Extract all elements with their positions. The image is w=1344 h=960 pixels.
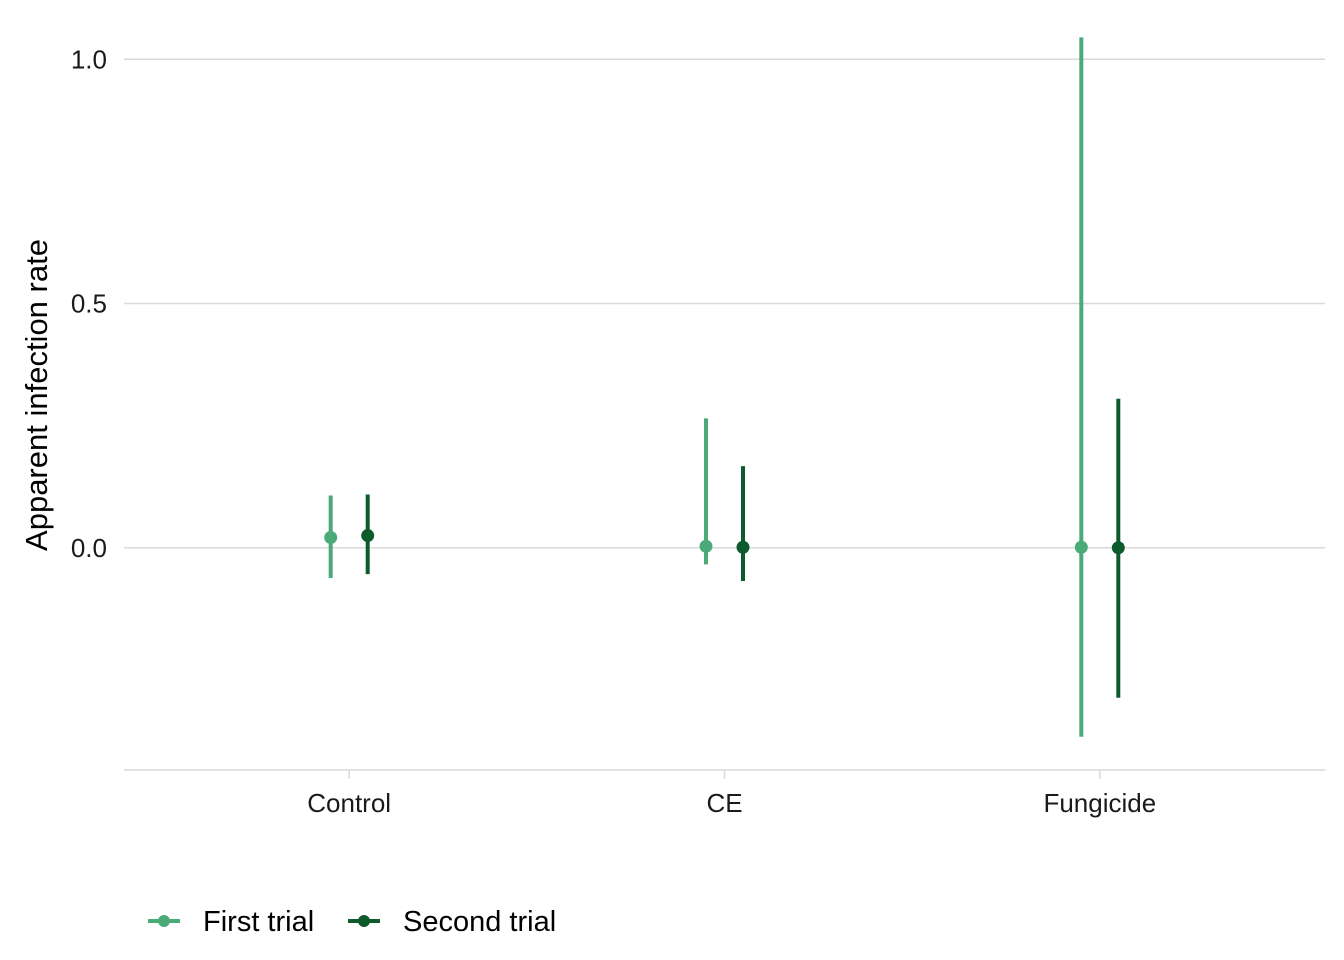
legend-label: First trial [203,906,314,938]
data-marks [324,37,1125,737]
data-point [699,539,713,553]
data-point [324,530,338,544]
legend-label: Second trial [403,906,556,938]
legend-key-point [358,915,370,927]
y-axis-tick-labels: 0.0 0.5 1.0 [71,44,107,562]
data-point [736,540,750,554]
x-tick-label: Control [307,788,391,818]
gridlines [124,58,1325,549]
data-point [1111,541,1125,555]
y-axis-title: Apparent infection rate [19,239,54,551]
x-tick-label: Fungicide [1043,788,1156,818]
y-tick-label: 0.5 [71,289,107,319]
data-point [1074,540,1088,554]
y-tick-label: 1.0 [71,44,107,74]
legend: First trial Second trial [148,906,556,938]
x-tick-label: CE [706,788,742,818]
x-axis-tick-labels: Control CE Fungicide [307,788,1156,818]
y-tick-label: 0.0 [71,533,107,563]
x-axis-ticks [348,770,1101,779]
legend-key-point [158,915,170,927]
data-point [361,529,375,543]
